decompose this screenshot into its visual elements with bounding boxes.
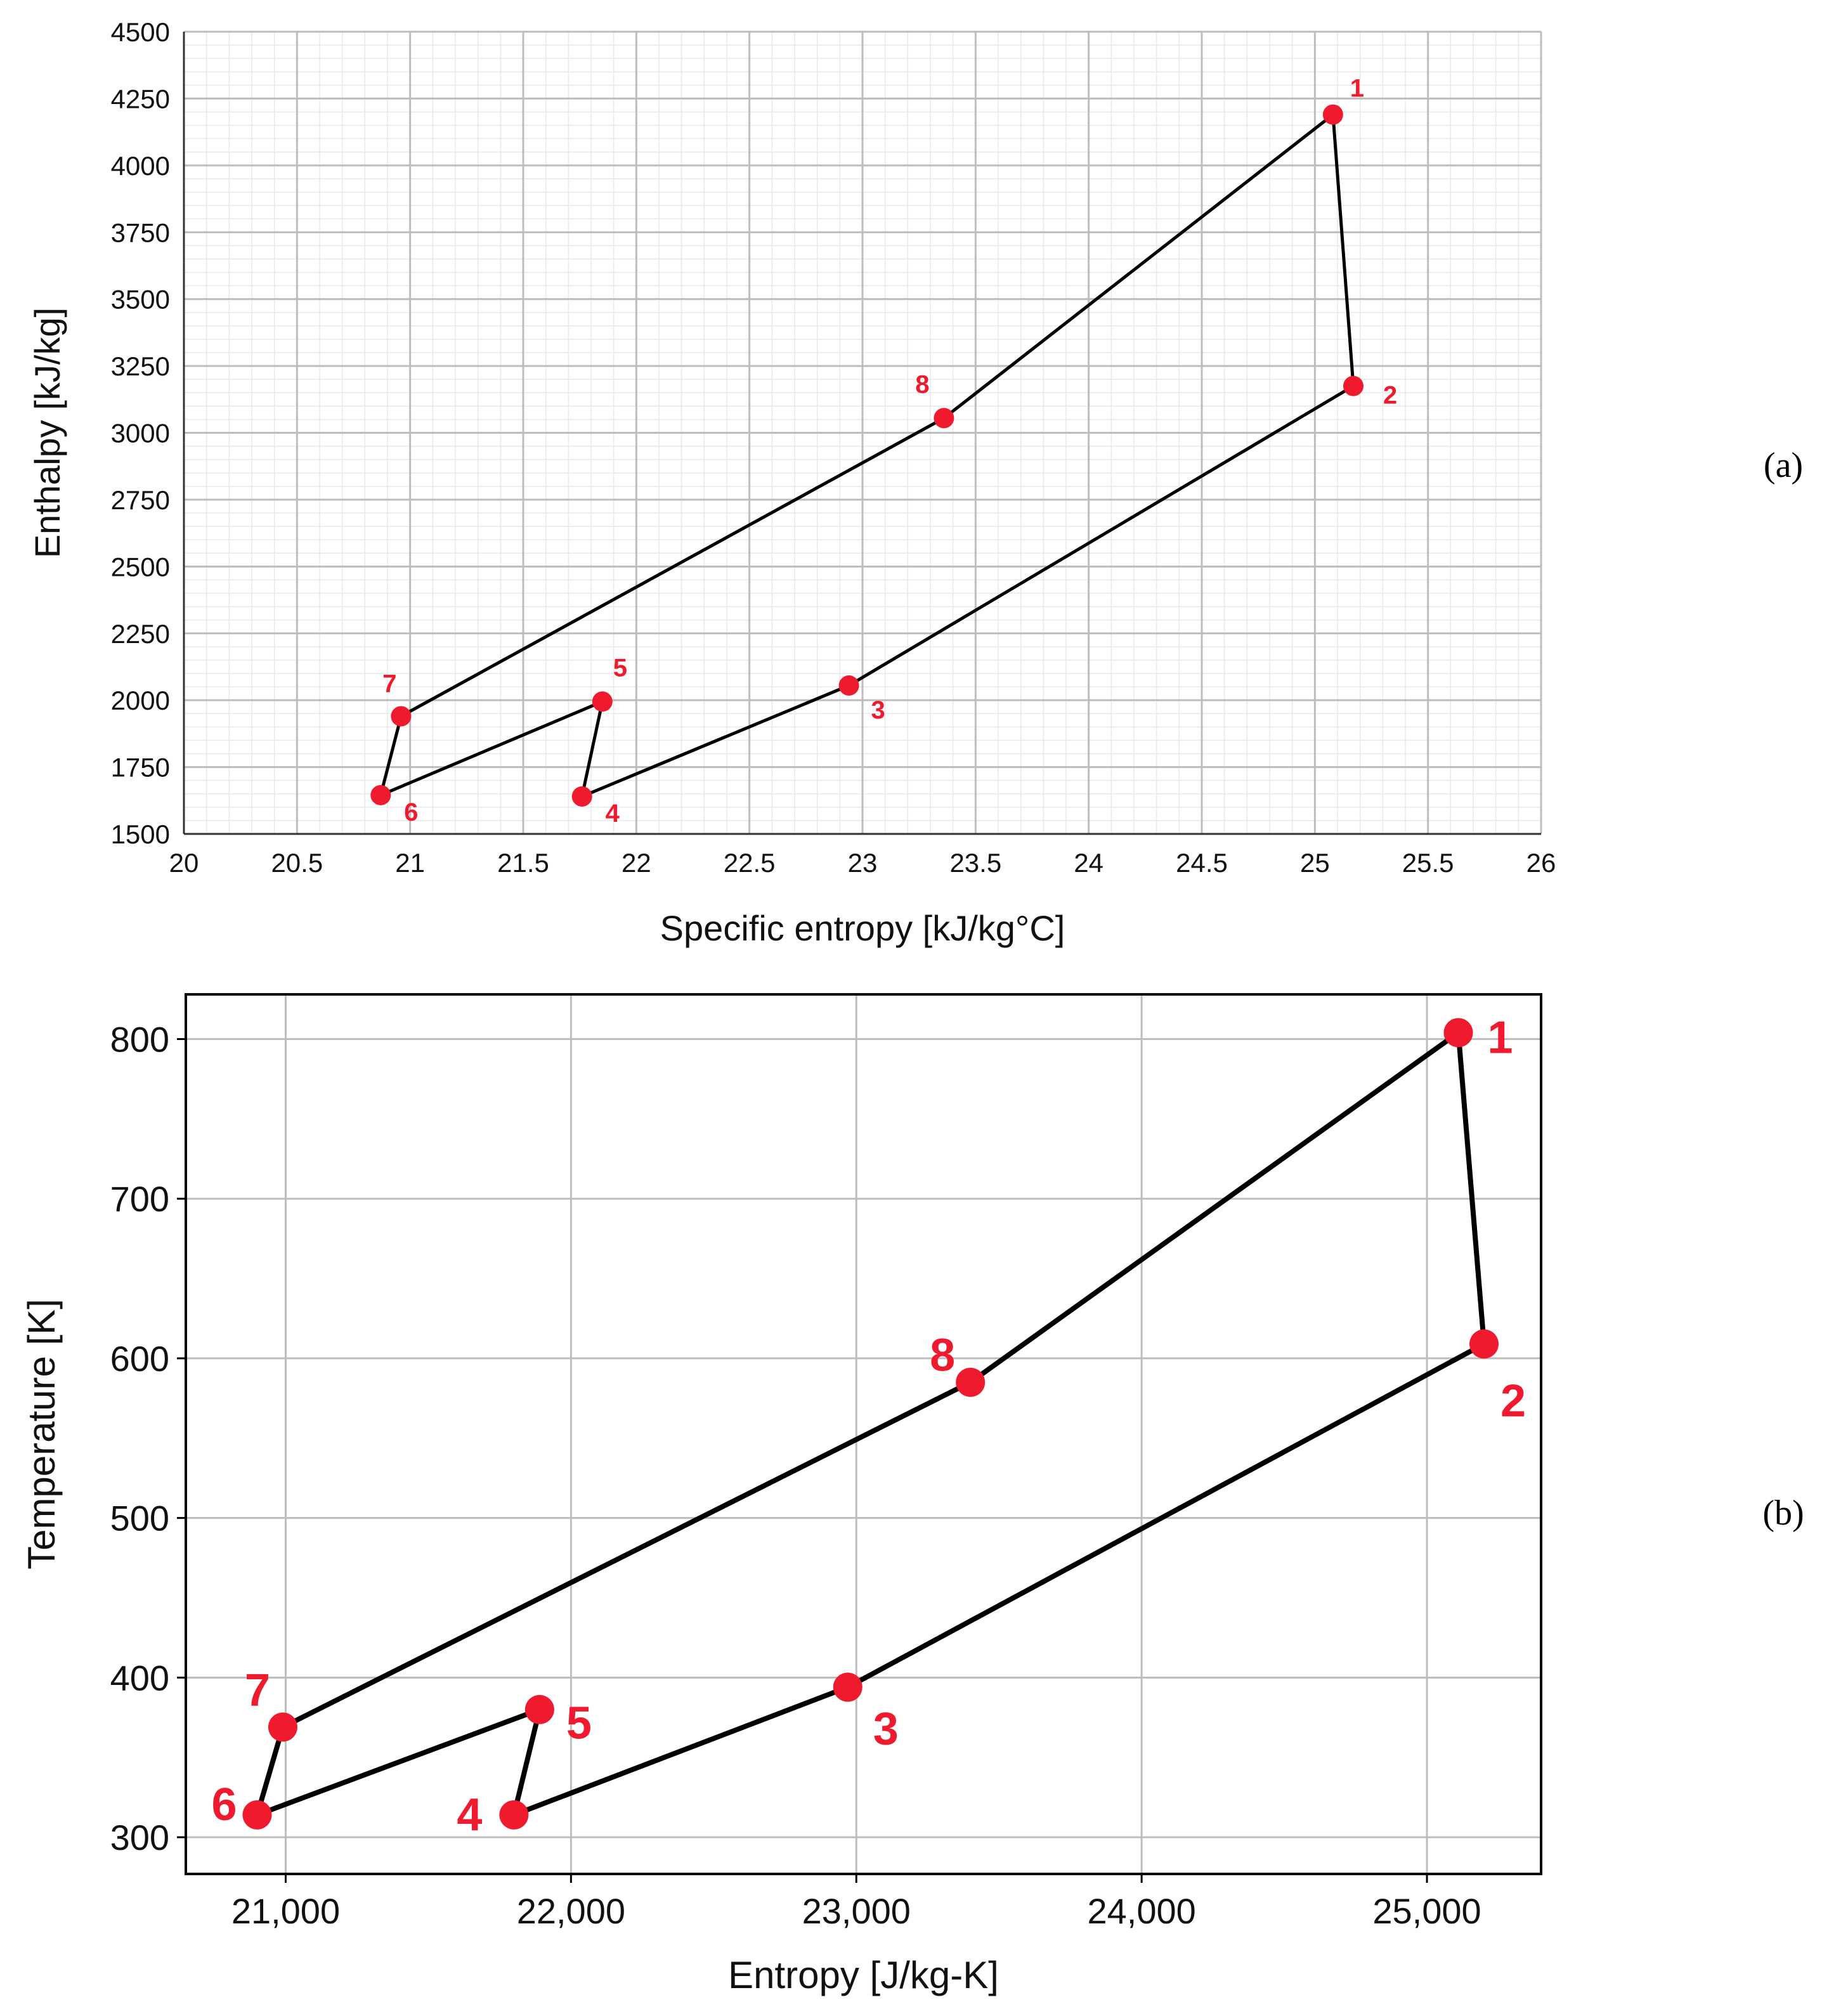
- point-6-label: 6: [404, 798, 418, 826]
- y-tick-label: 2500: [111, 552, 170, 582]
- x-tick-label: 21,000: [231, 1891, 340, 1931]
- point-1-marker: [1443, 1018, 1473, 1048]
- x-tick-label: 22,000: [517, 1891, 625, 1931]
- point-4-label: 4: [606, 800, 620, 828]
- point-5-marker: [592, 691, 613, 712]
- point-2-marker: [1469, 1329, 1499, 1359]
- point-4-label: 4: [457, 1790, 482, 1840]
- point-8-marker: [934, 408, 954, 429]
- panel-a-chart: 20 20.5 21 21.5 22 22.5 23 23.5 24 24.5 25 25.5 2615…: [27, 17, 1556, 948]
- point-1-label: 1: [1488, 1012, 1513, 1063]
- point-3-label: 3: [871, 696, 885, 724]
- point-6-marker: [370, 784, 391, 805]
- point-2-label: 2: [1500, 1375, 1526, 1426]
- point-3-marker: [833, 1672, 862, 1702]
- y-axis-title: Temperature [K]: [20, 1299, 63, 1570]
- point-7-label: 7: [382, 670, 396, 698]
- x-tick-label: 21.5: [497, 848, 549, 878]
- point-3-marker: [838, 675, 859, 696]
- point-5-label: 5: [566, 1698, 592, 1749]
- point-7-label: 7: [245, 1665, 270, 1715]
- x-tick-label: 24,000: [1088, 1891, 1196, 1931]
- point-4-marker: [499, 1800, 529, 1830]
- x-tick-label: 23.5: [949, 848, 1001, 878]
- y-tick-label: 4500: [111, 17, 170, 47]
- x-tick-label: 25: [1300, 848, 1330, 878]
- y-tick-label: 300: [110, 1818, 169, 1857]
- y-tick-label: 500: [110, 1499, 169, 1538]
- x-axis-title: Entropy [J/kg-K]: [728, 1954, 999, 1996]
- point-8-label: 8: [930, 1330, 955, 1381]
- point-7-marker: [268, 1712, 297, 1742]
- x-tick-label: 25.5: [1402, 848, 1454, 878]
- y-tick-label: 3750: [111, 218, 170, 247]
- point-8-label: 8: [915, 370, 929, 398]
- y-tick-label: 1500: [111, 819, 170, 849]
- panel-b-chart: 21,000 22,000 23,000 24,000 25,000 300 400 500 6…: [20, 993, 1542, 1996]
- x-tick-label: 26: [1526, 848, 1556, 878]
- point-2-label: 2: [1383, 382, 1397, 410]
- x-tick-label: 24: [1074, 848, 1103, 878]
- point-6-label: 6: [211, 1779, 237, 1830]
- x-tick-label: 20: [169, 848, 199, 878]
- y-tick-label: 4250: [111, 84, 170, 114]
- y-tick-label: 2250: [111, 619, 170, 649]
- panel-a-label: (a): [1764, 446, 1803, 485]
- y-tick-label: 3500: [111, 285, 170, 315]
- x-tick-label: 23: [848, 848, 878, 878]
- point-5-marker: [524, 1694, 554, 1724]
- point-2-marker: [1343, 375, 1364, 396]
- point-6-marker: [242, 1800, 272, 1830]
- x-tick-label: 22.5: [724, 848, 776, 878]
- x-tick-label: 24.5: [1176, 848, 1228, 878]
- x-tick-label: 23,000: [802, 1891, 911, 1931]
- point-5-label: 5: [613, 654, 627, 682]
- y-tick-label: 2000: [111, 686, 170, 715]
- point-4-marker: [571, 786, 592, 807]
- x-tick-label: 21: [395, 848, 425, 878]
- point-1-marker: [1322, 104, 1343, 125]
- x-axis-title: Specific entropy [kJ/kg°C]: [660, 908, 1065, 948]
- point-3-label: 3: [873, 1703, 899, 1754]
- point-8-marker: [956, 1367, 986, 1397]
- y-tick-label: 800: [110, 1019, 169, 1059]
- y-axis-title: Enthalpy [kJ/kg]: [27, 308, 67, 558]
- y-tick-label: 4000: [111, 151, 170, 181]
- x-tick-label: 20.5: [271, 848, 323, 878]
- x-tick-label: 22: [622, 848, 651, 878]
- y-tick-label: 400: [110, 1658, 169, 1698]
- y-tick-label: 700: [110, 1179, 169, 1219]
- y-tick-label: 1750: [111, 753, 170, 783]
- plot-frame: [185, 993, 1542, 1875]
- point-7-marker: [391, 706, 412, 727]
- y-tick-label: 3000: [111, 419, 170, 448]
- y-tick-label: 2750: [111, 485, 170, 515]
- y-tick-label: 600: [110, 1339, 169, 1379]
- panel-b-label: (b): [1762, 1493, 1804, 1533]
- point-1-label: 1: [1350, 75, 1364, 103]
- x-tick-label: 25,000: [1372, 1891, 1481, 1931]
- y-tick-label: 3250: [111, 351, 170, 381]
